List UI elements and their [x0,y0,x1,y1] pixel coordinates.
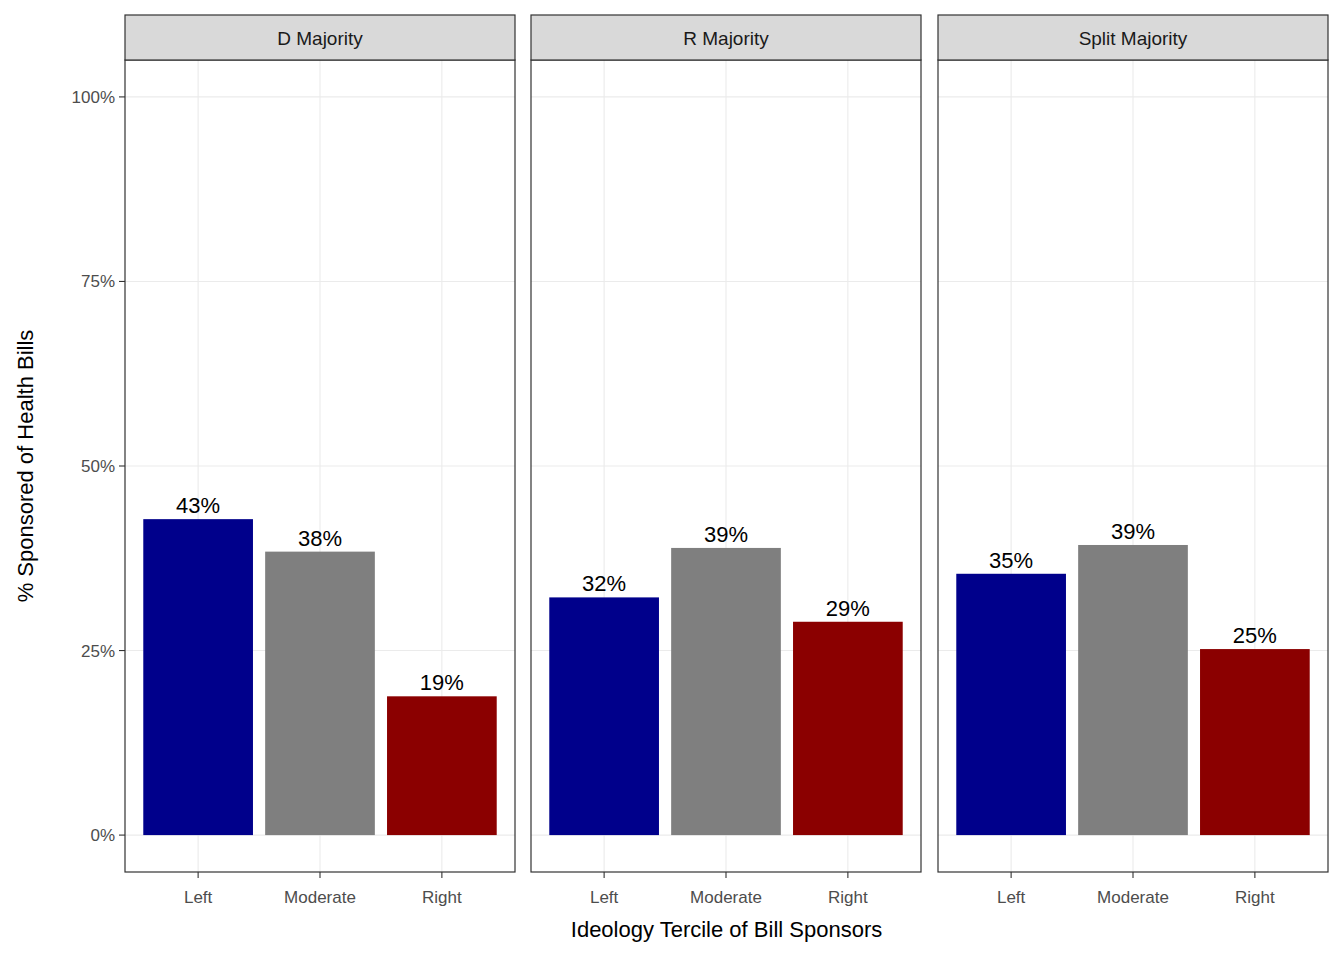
tick-mark [198,872,199,878]
tick-mark [119,96,125,97]
bars [143,519,496,835]
data-label: 35% [989,548,1033,573]
tick-label: Left [590,888,619,907]
bar [143,519,253,835]
data-label: 32% [582,571,626,596]
tick-label: 75% [81,272,115,291]
tick-mark [847,872,848,878]
axis-title: Ideology Tercile of Bill Sponsors [571,917,882,942]
tick-mark [119,650,125,651]
tick-mark [604,872,605,878]
panel-background [531,60,921,872]
panel-border [125,60,515,872]
bar [387,696,497,835]
strip-label: D Majority [277,28,363,49]
tick-mark [441,872,442,878]
data-label: 19% [420,670,464,695]
tick-mark [1011,872,1012,878]
bar [956,574,1066,835]
data-label: 25% [1233,623,1277,648]
panel-background [938,60,1328,872]
tick-label: Right [422,888,462,907]
tick-mark [725,872,726,878]
bar [549,597,659,835]
tick-label: Moderate [690,888,762,907]
strip-label: R Majority [683,28,769,49]
panel-background [125,60,515,872]
data-label: 29% [826,596,870,621]
tick-label: Moderate [284,888,356,907]
tick-label: Right [1235,888,1275,907]
panel: 35% 39% 25% Split Majority Left Moderate Right [938,15,1328,907]
panel: 32% 39% 29% R Majority Left Moderate Right [531,15,921,907]
panel: 43% 38% 19% D Majority 0% 25% 50% 75% 100% Left Mo… [72,15,515,907]
bar [1200,649,1310,835]
tick-label: 50% [81,457,115,476]
tick-mark [119,465,125,466]
tick-mark [119,281,125,282]
strip-label: Split Majority [1079,28,1188,49]
tick-label: Left [184,888,213,907]
bars [549,548,902,835]
bar [793,622,903,835]
strip [125,15,515,60]
tick-label: 100% [72,88,115,107]
tick-label: Left [997,888,1026,907]
chart: 43% 38% 19% D Majority 0% 25% 50% 75% 100% Left Mo… [0,0,1344,960]
strip [938,15,1328,60]
strip [531,15,921,60]
tick-label: 0% [90,826,115,845]
tick-mark [1254,872,1255,878]
tick-mark [319,872,320,878]
data-label: 43% [176,493,220,518]
bars [956,545,1309,835]
tick-mark [119,835,125,836]
bar [265,552,375,835]
data-label: 39% [1111,519,1155,544]
tick-mark [1132,872,1133,878]
panel-border [938,60,1328,872]
tick-label: Right [828,888,868,907]
bar [1078,545,1188,835]
tick-label: Moderate [1097,888,1169,907]
data-label: 39% [704,522,748,547]
bar [671,548,781,835]
data-label: 38% [298,526,342,551]
axis-title: % Sponsored of Health Bills [13,330,38,603]
panel-border [531,60,921,872]
tick-label: 25% [81,642,115,661]
